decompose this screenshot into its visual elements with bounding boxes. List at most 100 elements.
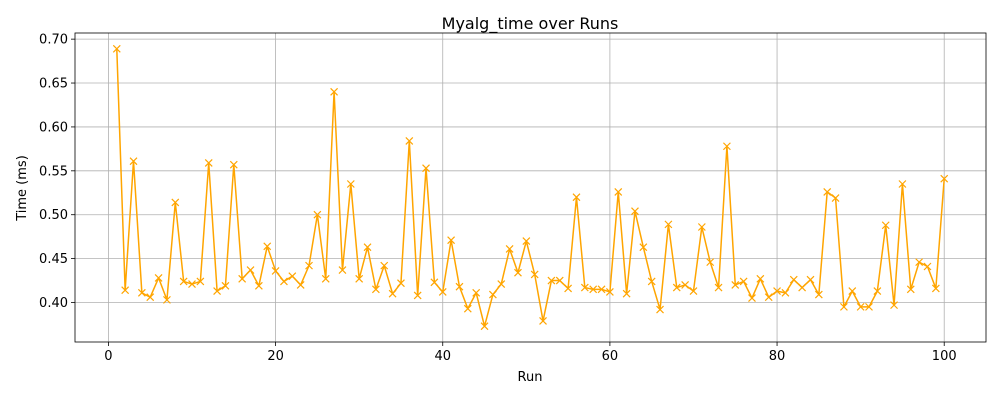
data-point-marker <box>881 221 890 230</box>
data-point-marker <box>639 243 648 252</box>
data-point-marker <box>422 164 430 173</box>
data-point-marker <box>505 245 514 253</box>
data-point-marker <box>622 289 631 298</box>
data-point-marker <box>923 262 932 271</box>
data-point-marker <box>697 223 706 231</box>
data-point-marker <box>906 285 915 294</box>
series-myalg-time <box>112 44 949 331</box>
data-point-marker <box>254 281 263 290</box>
data-point-marker <box>605 288 614 296</box>
data-point-marker <box>271 266 280 275</box>
data-point-marker <box>731 281 740 289</box>
data-point-marker <box>806 275 815 284</box>
data-point-marker <box>890 301 898 310</box>
data-point-marker <box>672 283 681 292</box>
y-tick-label: 0.45 <box>39 252 68 267</box>
data-point-marker <box>171 198 180 207</box>
data-point-marker <box>497 280 506 288</box>
data-point-marker <box>597 285 606 294</box>
data-point-marker <box>380 261 389 270</box>
y-tick-label: 0.70 <box>39 33 68 48</box>
data-point-marker <box>814 290 823 299</box>
y-tick-label: 0.40 <box>39 296 68 311</box>
data-point-marker <box>722 142 731 151</box>
data-point-marker <box>154 273 163 282</box>
x-tick-label: 80 <box>769 349 786 364</box>
data-point-marker <box>580 283 589 292</box>
data-point-marker <box>355 274 364 283</box>
data-point-marker <box>681 281 690 289</box>
data-point-marker <box>447 236 456 245</box>
data-point-marker <box>313 210 322 219</box>
data-point-marker <box>438 288 447 296</box>
data-point-marker <box>480 322 489 331</box>
chart-title: Myalg_time over Runs <box>442 14 619 34</box>
data-point-marker <box>121 286 130 295</box>
y-tick-label: 0.50 <box>39 208 68 223</box>
data-point-marker <box>112 44 121 53</box>
data-point-marker <box>229 160 238 169</box>
data-point-marker <box>530 270 539 279</box>
data-point-marker <box>522 237 531 245</box>
data-point-marker <box>296 281 305 289</box>
data-point-marker <box>689 287 698 296</box>
data-point-marker <box>589 285 598 294</box>
y-tick-label: 0.55 <box>39 164 68 179</box>
plot-frame <box>74 32 987 343</box>
data-point-marker <box>146 293 155 302</box>
data-point-marker <box>748 294 756 303</box>
data-point-marker <box>764 293 773 302</box>
data-point-marker <box>371 285 380 294</box>
data-point-marker <box>388 289 397 298</box>
x-tick-label: 100 <box>932 349 957 364</box>
x-tick-label: 20 <box>267 349 284 364</box>
data-point-marker <box>397 279 405 288</box>
data-point-marker <box>221 281 230 290</box>
axis-ticks: 0 20 40 60 80 100 0.40 0.45 0.50 0.55 0.60 0.65 0.70 <box>39 33 957 364</box>
data-point-marker <box>664 220 673 229</box>
data-point-marker <box>839 302 848 311</box>
data-point-marker <box>338 266 347 274</box>
data-point-marker <box>321 274 330 283</box>
series-line <box>116 48 945 327</box>
data-point-marker <box>179 277 188 286</box>
data-point-marker <box>739 277 748 286</box>
x-tick-label: 40 <box>434 349 451 364</box>
data-point-marker <box>346 180 355 188</box>
data-point-marker <box>405 137 414 145</box>
data-point-marker <box>413 291 422 300</box>
data-point-marker <box>614 187 623 196</box>
data-point-marker <box>463 304 472 313</box>
data-point-marker <box>488 290 497 299</box>
data-point-marker <box>856 302 865 311</box>
data-point-marker <box>163 295 171 304</box>
data-point-marker <box>656 305 664 314</box>
data-point-marker <box>137 288 146 297</box>
data-point-marker <box>789 275 798 284</box>
data-point-marker <box>539 317 547 325</box>
data-point-marker <box>196 277 205 286</box>
data-point-marker <box>430 278 439 287</box>
data-point-marker <box>631 207 639 216</box>
data-point-marker <box>831 194 840 202</box>
data-point-marker <box>472 288 481 297</box>
data-point-marker <box>898 180 907 188</box>
data-point-marker <box>773 287 781 296</box>
data-point-marker <box>931 284 940 293</box>
data-point-marker <box>363 243 372 252</box>
data-point-marker <box>246 266 255 274</box>
data-point-marker <box>305 261 313 270</box>
data-point-marker <box>238 274 247 283</box>
data-point-marker <box>288 272 297 281</box>
y-tick-label: 0.60 <box>39 120 68 135</box>
data-point-marker <box>280 277 288 286</box>
data-point-marker <box>823 187 832 196</box>
data-point-marker <box>915 258 924 267</box>
data-point-marker <box>188 280 196 288</box>
data-point-marker <box>204 158 213 167</box>
x-tick-label: 0 <box>104 349 112 364</box>
x-tick-label: 60 <box>602 349 619 364</box>
data-point-marker <box>940 174 949 183</box>
